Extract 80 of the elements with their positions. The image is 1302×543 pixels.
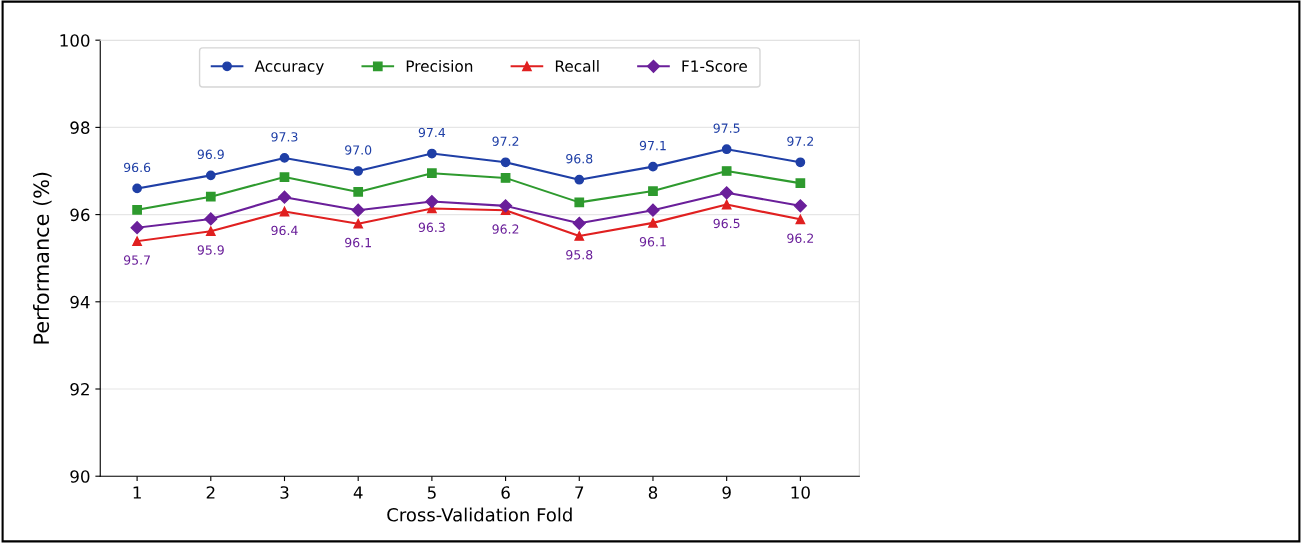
x-tick-label: 2 [206,486,215,499]
data-label: 96.1 [345,237,371,248]
x-tick-label: 1 [133,486,141,499]
point [648,186,658,196]
point [205,170,216,181]
point [721,199,732,210]
x-tick-label: 5 [427,486,436,499]
point [353,166,364,176]
x-axis-title: Cross-Validation Fold [387,507,572,522]
point [574,174,585,185]
data-label: 97.2 [492,136,519,146]
point [648,161,658,172]
x-tick-label: 3 [280,486,289,499]
point [795,178,806,189]
legend-label: Accuracy [254,60,324,75]
data-label: 96.5 [713,218,740,229]
point [279,172,290,182]
data-label: 95.8 [566,250,593,260]
y-tick-label: 92 [70,382,89,396]
data-label: 96.9 [197,149,224,160]
point [204,212,218,226]
point [795,214,806,225]
legend-label: Precision [406,60,473,72]
point [500,173,511,183]
point [425,194,439,209]
point [279,153,290,163]
data-label: 95.7 [123,255,150,265]
point [574,231,585,241]
data-label: 96.1 [639,236,666,247]
data-label: 95.9 [197,245,224,255]
point [648,218,658,228]
y-tick-label: 98 [70,121,90,134]
y-tick-label: 100 [60,34,90,47]
point [574,197,585,208]
x-tick-label: 9 [722,486,731,499]
point [721,144,732,155]
point [132,236,142,247]
data-label: 96.8 [566,153,593,164]
y-tick-label: 94 [70,295,90,309]
point [353,187,364,197]
point [795,157,806,168]
point [277,190,292,204]
data-label: 97.2 [787,136,814,146]
data-label: 96.3 [418,222,445,233]
x-tick-label: 6 [501,486,510,499]
data-label: 96.2 [492,224,519,234]
data-label: 97.1 [639,140,666,151]
y-tick-label: 90 [70,470,90,483]
point [205,191,216,202]
data-label: 97.3 [271,132,298,142]
point [646,203,660,217]
data-label: 96.4 [271,225,298,236]
data-label: 96.2 [787,233,814,243]
point [793,199,807,213]
point [351,203,365,217]
legend-label: F1-Score [682,60,747,72]
point [427,148,437,159]
x-tick-label: 10 [791,486,810,499]
data-label: 96.6 [123,162,151,173]
point [205,226,216,237]
point [130,221,144,235]
legend-label: Recall [555,60,599,72]
point [353,218,364,229]
point [427,168,437,179]
point [132,183,142,194]
data-label: 97.5 [713,123,740,133]
point [720,186,734,200]
x-tick-label: 7 [575,486,584,499]
y-tick-label: 96 [70,208,90,222]
point [500,157,511,168]
x-tick-label: 8 [648,486,658,499]
point [279,206,290,217]
data-label: 97.4 [418,127,446,138]
data-label: 97.0 [345,145,372,155]
point [498,199,513,213]
x-tick-label: 4 [353,486,363,499]
y-axis-title: Performance (%) [33,172,52,344]
point [572,216,586,230]
point [132,204,142,215]
point [721,166,732,176]
